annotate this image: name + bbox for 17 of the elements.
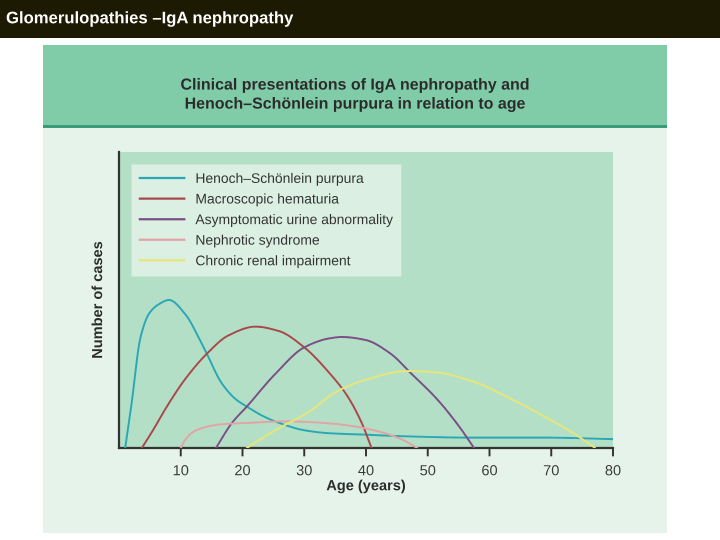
x-tick-label: 50 (420, 465, 436, 476)
legend-label: Nephrotic syndrome (196, 234, 320, 248)
y-axis-title: Number of cases (92, 242, 102, 358)
x-tick-label: 10 (174, 465, 188, 476)
legend-label: Henoch–Schönlein purpura (196, 172, 364, 186)
x-axis-title: Age (years) (326, 480, 405, 494)
x-tick-label: 60 (482, 465, 498, 476)
chart-subtitle: Clinical presentations of IgA nephropathy and Henoch–Schönlein purpura in relation to age (181, 78, 528, 112)
chart-title: Glomerulopathies –IgA nephropathy (6, 11, 294, 27)
x-tick-label: 30 (296, 465, 312, 476)
x-tick-label: 70 (544, 465, 559, 476)
x-tick-label: 80 (606, 465, 621, 476)
x-tick-label: 20 (235, 465, 250, 476)
legend-label: Macroscopic hematuria (196, 193, 339, 206)
x-tick-label: 40 (358, 465, 374, 476)
legend-label: Chronic renal impairment (196, 255, 350, 268)
legend-label: Asymptomatic urine abnormality (195, 214, 393, 227)
